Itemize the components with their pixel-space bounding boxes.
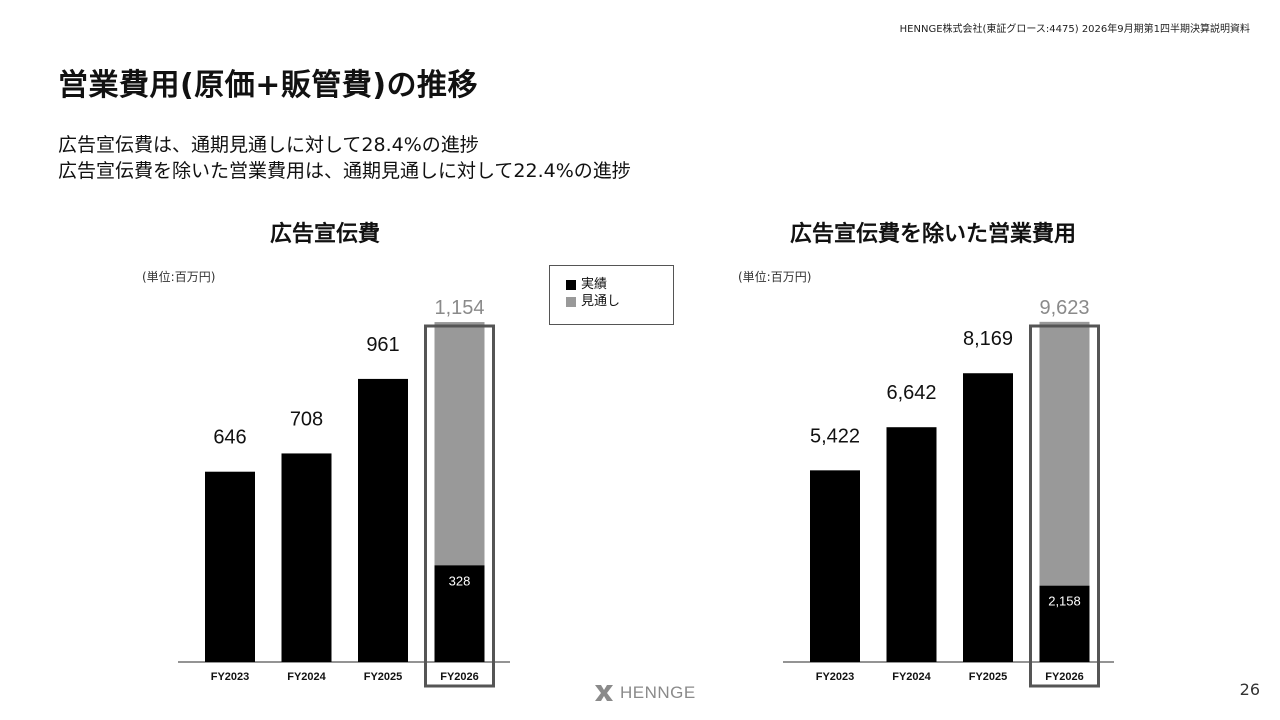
bar-actual-fy2026 — [1039, 585, 1090, 662]
data-label-fy2025: 961 — [366, 334, 399, 356]
chart-title-advertising: 広告宣伝費 — [270, 222, 381, 247]
bar-actual-fy2024 — [886, 427, 937, 662]
bar-actual-fy2024 — [281, 453, 332, 662]
x-tick-fy2026: FY2026 — [440, 671, 479, 683]
data-label-fy2023: 5,422 — [810, 425, 860, 447]
legend-swatch-forecast — [566, 296, 576, 307]
bar-actual-fy2025 — [358, 378, 408, 662]
data-label-actual-fy2026: 328 — [449, 573, 471, 588]
page-title: 営業費用(原価+販管費)の推移 — [58, 68, 479, 103]
bar-actual-fy2026 — [434, 565, 485, 662]
legend-item-actual: 実績 — [566, 276, 673, 293]
data-label-fy2025: 8,169 — [963, 328, 1013, 350]
legend-label-actual: 実績 — [581, 277, 608, 292]
x-tick-fy2025: FY2025 — [969, 671, 1008, 683]
footer-logo-text: HENNGE — [620, 683, 696, 702]
footer-logo: HENNGE — [594, 683, 696, 703]
header-note: HENNGE株式会社(東証グロース:4475) 2026年9月期第1四半期決算説… — [899, 24, 1250, 35]
legend-label-forecast: 見通し — [581, 294, 621, 309]
data-label-fy2024: 6,642 — [886, 382, 936, 404]
data-label-forecast-total: 9,623 — [1039, 297, 1089, 319]
data-label-forecast-total: 1,154 — [434, 297, 484, 319]
bar-actual-fy2023 — [205, 471, 255, 662]
lead-line-1: 広告宣伝費は、通期見通しに対して28.4%の進捗 — [58, 134, 479, 156]
data-label-fy2023: 646 — [213, 427, 246, 449]
lead-text: 広告宣伝費は、通期見通しに対して28.4%の進捗 広告宣伝費を除いた営業費用は、… — [58, 132, 631, 184]
data-label-fy2024: 708 — [290, 408, 323, 430]
highlight-box-fy2026 — [424, 324, 495, 688]
data-label-actual-fy2026: 2,158 — [1048, 594, 1081, 609]
x-tick-fy2023: FY2023 — [211, 671, 250, 683]
x-tick-fy2025: FY2025 — [364, 671, 403, 683]
legend-item-forecast: 見通し — [566, 293, 673, 310]
lead-line-2: 広告宣伝費を除いた営業費用は、通期見通しに対して22.4%の進捗 — [58, 160, 631, 182]
chart-title-opex-ex-advertising: 広告宣伝費を除いた営業費用 — [790, 222, 1077, 247]
legend-swatch-actual — [566, 279, 576, 290]
page-number: 26 — [1239, 680, 1260, 699]
x-tick-fy2026: FY2026 — [1045, 671, 1084, 683]
bar-actual-fy2025 — [963, 373, 1013, 662]
unit-label-opex-ex-advertising: (単位:百万円) — [738, 270, 812, 284]
x-tick-fy2023: FY2023 — [816, 671, 855, 683]
bar-actual-fy2023 — [810, 470, 860, 662]
x-tick-fy2024: FY2024 — [892, 671, 931, 683]
highlight-box-fy2026 — [1029, 324, 1100, 688]
x-tick-fy2024: FY2024 — [287, 671, 326, 683]
henngе-logo-icon — [595, 685, 613, 701]
legend: 実績 見通し — [549, 265, 674, 325]
unit-label-advertising: (単位:百万円) — [142, 270, 216, 284]
